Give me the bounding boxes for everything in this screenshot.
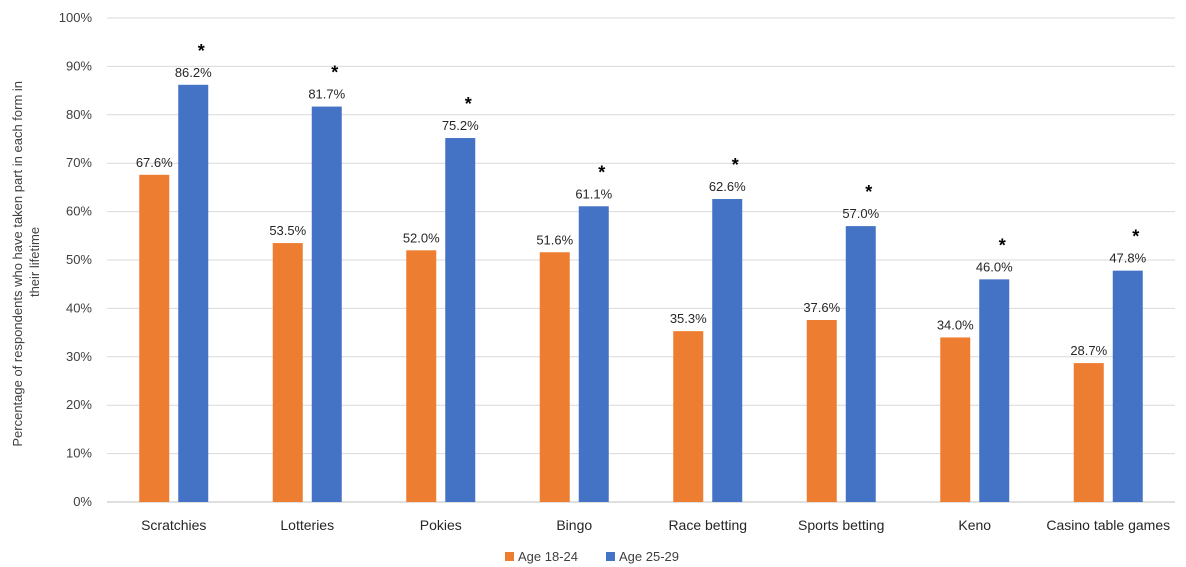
category-label: Pokies <box>420 517 462 533</box>
y-tick-label: 60% <box>66 204 92 219</box>
bar <box>940 337 971 502</box>
bar <box>311 106 342 503</box>
x-axis-categories: Scratchies Lotteries Pokies Bingo Race betti… <box>141 517 1170 533</box>
y-axis-label-line-2: their lifetime <box>27 227 42 297</box>
significance-marker: * <box>198 41 205 61</box>
bar <box>578 206 609 502</box>
significance-marker: * <box>1132 227 1139 247</box>
significance-marker: * <box>865 182 872 202</box>
bar <box>178 84 209 503</box>
significance-marker: * <box>465 94 472 114</box>
legend: Age 18-24 Age 25-29 <box>505 549 679 564</box>
data-label: 51.6% <box>536 232 573 247</box>
legend-label-age-18-24: Age 18-24 <box>518 549 578 564</box>
y-tick-label: 30% <box>66 349 92 364</box>
bar <box>979 279 1010 502</box>
y-tick-label: 10% <box>66 446 92 461</box>
gridlines <box>107 17 1175 503</box>
data-label: 57.0% <box>842 206 879 221</box>
bar <box>712 199 743 503</box>
category-label: Bingo <box>556 517 592 533</box>
data-label: 67.6% <box>136 155 173 170</box>
y-tick-label: 50% <box>66 252 92 267</box>
legend-label-age-25-29: Age 25-29 <box>619 549 679 564</box>
bar <box>539 252 570 502</box>
category-label: Casino table games <box>1046 517 1170 533</box>
data-label: 37.6% <box>803 300 840 315</box>
bar <box>272 243 303 502</box>
data-label: 75.2% <box>442 118 479 133</box>
category-label: Keno <box>958 517 991 533</box>
legend-swatch-age-25-29 <box>606 552 615 561</box>
y-axis-ticks: 0% 10% 20% 30% 40% 50% 60% 70% 80% 90% 100% <box>59 10 93 509</box>
y-tick-label: 70% <box>66 155 92 170</box>
data-label: 34.0% <box>937 317 974 332</box>
data-label: 61.1% <box>575 186 612 201</box>
y-tick-label: 100% <box>59 10 93 25</box>
data-label: 52.0% <box>403 230 440 245</box>
significance-marker: * <box>331 63 338 83</box>
bar <box>406 250 437 502</box>
data-label: 35.3% <box>670 311 707 326</box>
category-label: Lotteries <box>280 517 334 533</box>
bar <box>445 138 476 503</box>
significance-marker: * <box>732 155 739 175</box>
significance-marker: * <box>999 235 1006 255</box>
y-tick-label: 90% <box>66 58 92 73</box>
data-label: 86.2% <box>175 65 212 80</box>
data-label: 53.5% <box>269 223 306 238</box>
data-labels: 67.6% 86.2% 53.5% 81.7% 52.0% 75.2% 51.6% 61.1%… <box>136 65 1147 358</box>
data-label: 46.0% <box>976 259 1013 274</box>
bar <box>1112 270 1143 502</box>
data-label: 47.8% <box>1109 251 1146 266</box>
data-label: 28.7% <box>1070 343 1107 358</box>
category-label: Race betting <box>668 517 747 533</box>
category-label: Scratchies <box>141 517 206 533</box>
data-label: 81.7% <box>308 87 345 102</box>
significance-markers: * * * * * * * * <box>198 41 1140 256</box>
bars <box>139 84 1143 503</box>
y-axis-label-line-1: Percentage of respondents who have taken… <box>10 81 25 447</box>
bar <box>806 320 837 502</box>
bar <box>673 331 704 502</box>
y-tick-label: 0% <box>73 494 92 509</box>
y-tick-label: 20% <box>66 397 92 412</box>
y-tick-label: 40% <box>66 300 92 315</box>
y-tick-label: 80% <box>66 107 92 122</box>
bar <box>139 174 170 503</box>
data-label: 62.6% <box>709 179 746 194</box>
significance-marker: * <box>598 162 605 182</box>
bar <box>1073 363 1104 502</box>
bar <box>845 226 876 502</box>
y-axis-label: Percentage of respondents who have taken… <box>10 77 42 446</box>
legend-swatch-age-18-24 <box>505 552 514 561</box>
category-label: Sports betting <box>798 517 884 533</box>
